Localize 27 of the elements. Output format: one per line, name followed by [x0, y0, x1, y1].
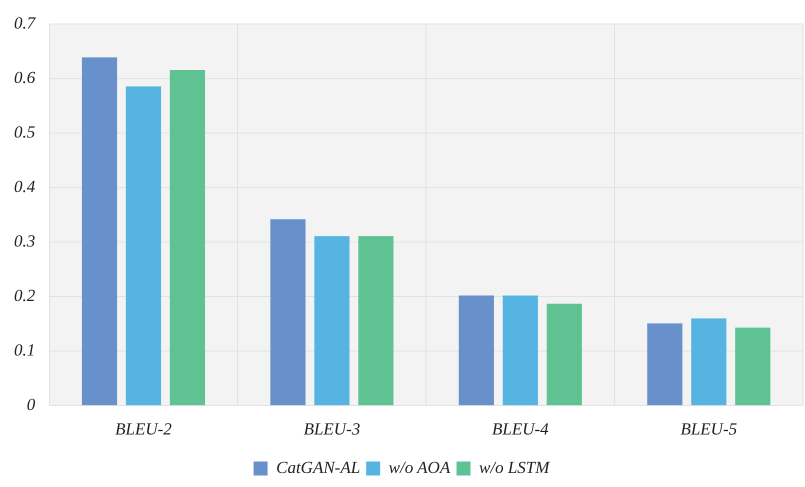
bar — [691, 318, 726, 406]
bar — [82, 57, 118, 406]
y-tick-label: 0 — [26, 395, 36, 414]
bar — [358, 236, 394, 406]
bar — [126, 86, 162, 406]
y-tick-label: 0.3 — [14, 232, 36, 251]
y-tick-label: 0.5 — [14, 122, 36, 142]
legend-label: w/o LSTM — [479, 458, 550, 477]
bar — [502, 296, 538, 406]
bar — [270, 219, 306, 406]
legend-label: w/o AOA — [388, 458, 451, 477]
y-tick-label: 0.6 — [14, 68, 36, 88]
x-tick-label: BLEU-3 — [304, 419, 360, 438]
bar — [735, 328, 770, 406]
bar — [458, 296, 494, 406]
x-tick-label: BLEU-2 — [115, 419, 172, 438]
x-tick-label: BLEU-4 — [492, 419, 550, 438]
y-tick-label: 0.2 — [14, 286, 36, 306]
bar — [170, 70, 206, 406]
bar — [647, 323, 682, 406]
x-tick-label: BLEU-5 — [680, 419, 738, 438]
bar — [314, 236, 350, 406]
y-tick-label: 0.1 — [14, 340, 36, 360]
y-tick-label: 0.7 — [14, 14, 37, 33]
legend-label: CatGAN-AL — [276, 458, 360, 477]
bar — [546, 304, 582, 406]
y-tick-label: 0.4 — [14, 177, 36, 196]
